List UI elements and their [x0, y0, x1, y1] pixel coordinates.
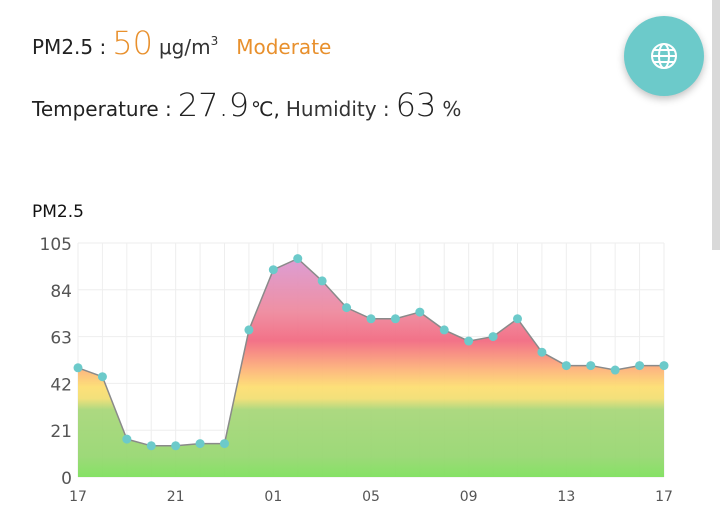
- pm25-unit-base: μg/m: [158, 35, 211, 59]
- y-tick-label: 0: [61, 469, 72, 489]
- globe-icon: [651, 43, 677, 69]
- data-point: [342, 303, 352, 313]
- data-point: [415, 307, 425, 317]
- pm25-reading: PM2.5 : 50 μg/m3 Moderate: [32, 24, 461, 68]
- humidity-value: 63: [395, 86, 437, 124]
- data-point: [610, 365, 620, 375]
- chart-title: PM2.5: [32, 202, 84, 222]
- data-point: [73, 363, 83, 373]
- humidity-label: Humidity :: [285, 97, 390, 121]
- data-point: [317, 276, 327, 286]
- y-axis-ticks: 0 21 42 63 84 105: [40, 235, 72, 489]
- temperature-unit: ℃,: [251, 97, 280, 121]
- y-tick-label: 105: [40, 235, 72, 255]
- data-point: [561, 361, 571, 371]
- x-tick-label: 17: [655, 489, 673, 505]
- data-point: [513, 314, 522, 324]
- climate-reading: Temperature : 27.9 ℃, Humidity : 63 %: [32, 86, 461, 130]
- x-tick-label: 21: [167, 489, 185, 505]
- data-point: [220, 439, 229, 449]
- data-point: [586, 361, 596, 371]
- globe-button[interactable]: [624, 16, 704, 96]
- pm25-unit-exponent: 3: [210, 34, 219, 48]
- data-point: [537, 347, 547, 357]
- data-point: [366, 314, 376, 324]
- chart-points: [73, 254, 669, 451]
- pm25-value: 50: [112, 24, 153, 62]
- readings-panel: PM2.5 : 50 μg/m3 Moderate Temperature : …: [32, 24, 461, 130]
- data-point: [464, 336, 474, 346]
- data-point: [635, 361, 645, 371]
- temperature-label: Temperature :: [32, 97, 172, 121]
- x-tick-label: 01: [264, 489, 282, 505]
- pm25-chart: 0 21 42 63 84 105 17 21 01 05 09 13 17: [40, 235, 673, 505]
- x-tick-label: 09: [460, 489, 478, 505]
- data-point: [146, 441, 156, 451]
- data-point: [439, 325, 449, 335]
- scrollbar[interactable]: [712, 0, 720, 250]
- data-point: [659, 361, 669, 371]
- data-point: [195, 439, 205, 449]
- humidity-unit: %: [442, 97, 462, 121]
- x-tick-label: 17: [69, 489, 87, 505]
- pm25-unit: μg/m3: [159, 34, 218, 59]
- y-tick-label: 63: [50, 329, 72, 349]
- x-tick-label: 05: [362, 489, 380, 505]
- data-point: [97, 372, 107, 382]
- data-point: [293, 254, 303, 264]
- data-point: [171, 441, 181, 451]
- pm25-area-fill: [78, 258, 664, 477]
- data-point: [244, 325, 254, 335]
- air-quality-status: Moderate: [236, 35, 332, 59]
- y-tick-label: 84: [50, 282, 72, 302]
- data-point: [390, 314, 400, 324]
- x-tick-label: 13: [557, 489, 575, 505]
- data-point: [268, 265, 278, 275]
- x-axis-ticks: 17 21 01 05 09 13 17: [69, 489, 673, 505]
- temperature-value: 27.9: [177, 86, 250, 124]
- data-point: [488, 332, 498, 342]
- y-tick-label: 42: [50, 375, 72, 395]
- data-point: [122, 434, 132, 444]
- y-tick-label: 21: [50, 422, 72, 442]
- pm25-label: PM2.5 :: [32, 35, 107, 59]
